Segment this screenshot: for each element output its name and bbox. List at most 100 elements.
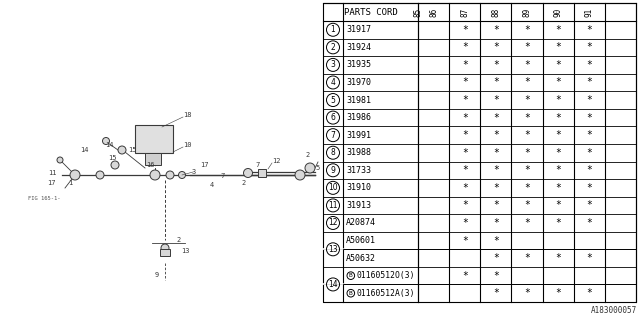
- Text: 88: 88: [492, 7, 500, 17]
- Text: FIG 165-1-: FIG 165-1-: [28, 196, 61, 201]
- Text: *: *: [524, 130, 530, 140]
- Text: *: *: [556, 25, 561, 35]
- Circle shape: [102, 138, 109, 145]
- Text: 16: 16: [146, 162, 154, 168]
- Text: 4: 4: [331, 78, 335, 87]
- Text: *: *: [556, 77, 561, 87]
- Text: *: *: [462, 165, 468, 175]
- Text: *: *: [493, 42, 499, 52]
- Text: *: *: [556, 183, 561, 193]
- Text: 11: 11: [328, 201, 338, 210]
- Text: 17: 17: [200, 162, 209, 168]
- Text: 10: 10: [328, 183, 338, 192]
- Text: *: *: [462, 95, 468, 105]
- Text: 85: 85: [413, 7, 422, 17]
- Text: 87: 87: [460, 7, 469, 17]
- Text: A183000057: A183000057: [591, 306, 637, 315]
- Text: *: *: [586, 200, 592, 211]
- Text: 3: 3: [192, 169, 196, 175]
- Text: *: *: [556, 200, 561, 211]
- Text: *: *: [586, 95, 592, 105]
- Text: *: *: [462, 130, 468, 140]
- Text: 31910: 31910: [346, 183, 371, 192]
- Text: 31924: 31924: [346, 43, 371, 52]
- Text: 10: 10: [183, 142, 191, 148]
- Text: A20874: A20874: [346, 219, 376, 228]
- Text: *: *: [556, 165, 561, 175]
- Text: *: *: [524, 60, 530, 70]
- Text: *: *: [493, 236, 499, 245]
- Text: *: *: [556, 253, 561, 263]
- Text: 01160512O(3): 01160512O(3): [356, 271, 415, 280]
- Circle shape: [70, 170, 80, 180]
- Text: 1: 1: [68, 180, 72, 186]
- Text: *: *: [524, 200, 530, 211]
- Text: *: *: [524, 288, 530, 298]
- Text: 9: 9: [155, 272, 159, 278]
- Text: *: *: [493, 200, 499, 211]
- Text: *: *: [556, 148, 561, 158]
- Text: *: *: [462, 42, 468, 52]
- Text: *: *: [524, 113, 530, 123]
- Text: *: *: [524, 25, 530, 35]
- Text: 12: 12: [328, 219, 338, 228]
- Text: *: *: [462, 271, 468, 281]
- Text: 89: 89: [522, 7, 531, 17]
- Text: *: *: [586, 218, 592, 228]
- Circle shape: [166, 171, 174, 179]
- Text: 4: 4: [210, 182, 214, 188]
- Text: *: *: [586, 60, 592, 70]
- Text: *: *: [462, 200, 468, 211]
- Text: *: *: [493, 183, 499, 193]
- Text: *: *: [462, 60, 468, 70]
- Text: 13: 13: [181, 248, 189, 254]
- Text: *: *: [524, 165, 530, 175]
- Text: *: *: [493, 60, 499, 70]
- Text: *: *: [586, 25, 592, 35]
- Text: *: *: [556, 218, 561, 228]
- Text: 15: 15: [108, 155, 116, 161]
- Text: 7: 7: [331, 131, 335, 140]
- Text: *: *: [462, 218, 468, 228]
- Text: 01160512A(3): 01160512A(3): [356, 289, 415, 298]
- Circle shape: [161, 244, 169, 252]
- Text: 31988: 31988: [346, 148, 371, 157]
- Text: *: *: [493, 253, 499, 263]
- Text: *: *: [586, 253, 592, 263]
- Text: 18: 18: [183, 112, 191, 118]
- Text: *: *: [493, 95, 499, 105]
- Text: 13: 13: [328, 245, 338, 254]
- Text: *: *: [493, 77, 499, 87]
- Text: *: *: [462, 148, 468, 158]
- Text: 86: 86: [429, 7, 438, 17]
- Text: *: *: [493, 271, 499, 281]
- Text: 91: 91: [585, 7, 594, 17]
- Text: 5: 5: [331, 96, 335, 105]
- Text: 31981: 31981: [346, 96, 371, 105]
- Text: 3: 3: [331, 60, 335, 69]
- Text: *: *: [462, 113, 468, 123]
- Text: *: *: [524, 218, 530, 228]
- Text: *: *: [462, 183, 468, 193]
- Text: *: *: [556, 113, 561, 123]
- Text: 14: 14: [328, 280, 338, 289]
- Circle shape: [150, 170, 160, 180]
- Text: *: *: [586, 148, 592, 158]
- Text: *: *: [493, 165, 499, 175]
- Bar: [135, 125, 173, 153]
- Circle shape: [57, 157, 63, 163]
- Text: 31970: 31970: [346, 78, 371, 87]
- Text: 6: 6: [331, 113, 335, 122]
- Text: 15: 15: [128, 147, 136, 153]
- Text: 31935: 31935: [346, 60, 371, 69]
- Text: 31913: 31913: [346, 201, 371, 210]
- Bar: [323, 3, 636, 302]
- Bar: [258, 169, 266, 177]
- Text: 31733: 31733: [346, 166, 371, 175]
- Text: 9: 9: [331, 166, 335, 175]
- Text: A50632: A50632: [346, 253, 376, 263]
- Text: 2: 2: [305, 152, 309, 158]
- Text: *: *: [586, 113, 592, 123]
- Text: 1: 1: [331, 25, 335, 34]
- Text: *: *: [462, 25, 468, 35]
